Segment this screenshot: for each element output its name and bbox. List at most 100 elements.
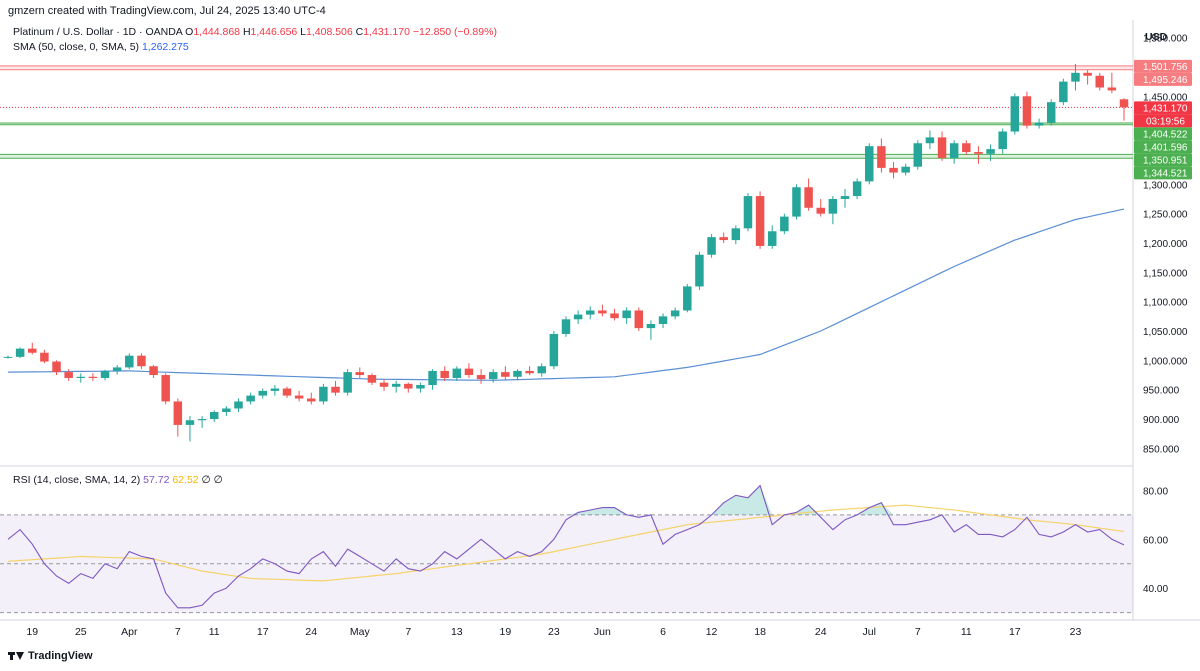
candle-body	[258, 390, 267, 396]
support-zone-upper-fill	[0, 122, 1133, 125]
candle	[355, 367, 365, 378]
candle	[282, 386, 292, 398]
tradingview-footer: TradingView	[8, 650, 93, 662]
candle	[949, 140, 959, 164]
candle-body	[331, 386, 340, 393]
candle	[792, 184, 801, 220]
time-tick-label: Jul	[863, 626, 876, 638]
candle-body	[573, 314, 583, 320]
candle-body	[234, 401, 243, 409]
time-tick-label: 11	[961, 626, 972, 638]
price-marker-bg	[1134, 72, 1192, 86]
time-tick-label: 25	[75, 626, 87, 638]
candle	[731, 225, 741, 245]
candle-body	[525, 370, 534, 374]
candle-body	[913, 143, 923, 167]
candle	[767, 225, 777, 249]
candle-body	[719, 237, 728, 241]
candle	[1034, 118, 1044, 129]
candle-body	[149, 366, 158, 376]
price-tick-label: 1,000.000	[1143, 356, 1188, 367]
price-marker-label: 1,404.522	[1143, 129, 1188, 140]
candle	[683, 284, 692, 313]
candle-body	[428, 370, 437, 386]
candle-body	[537, 366, 546, 374]
candle	[100, 369, 110, 381]
candle	[828, 196, 838, 225]
candle-body	[307, 398, 316, 402]
candle-body	[683, 286, 692, 311]
price-marker-bg	[1134, 59, 1192, 73]
candle-body	[488, 372, 498, 380]
candle	[258, 388, 267, 399]
candle	[15, 347, 25, 359]
candle-body	[367, 375, 377, 383]
candle	[331, 380, 340, 396]
candle-body	[658, 316, 668, 324]
rsi-line	[7, 484, 1125, 609]
candle-body	[100, 370, 110, 378]
time-tick-label: 13	[451, 626, 463, 638]
candle-body	[1095, 75, 1104, 88]
price-tick-label: 850.000	[1143, 444, 1180, 455]
rsi-tick-label: 60.00	[1143, 535, 1168, 546]
candle-body	[852, 181, 862, 197]
countdown-label: 03:19:56	[1146, 116, 1185, 127]
rsi-band	[0, 514, 1133, 613]
candle-body	[161, 375, 170, 402]
price-marker-label: 1,495.246	[1143, 75, 1188, 86]
candle	[28, 342, 37, 355]
candle	[1010, 93, 1020, 135]
candle-body	[804, 187, 813, 208]
candle-body	[962, 143, 971, 153]
candle	[986, 144, 995, 161]
candle-body	[501, 372, 510, 377]
price-tick-label: 1,300.000	[1143, 180, 1188, 191]
candle-body	[1083, 72, 1092, 76]
candle	[416, 382, 425, 393]
candle-body	[391, 383, 401, 387]
candle-body	[88, 376, 98, 378]
candle	[719, 232, 728, 243]
price-marker-label: 1,344.521	[1143, 168, 1188, 179]
candle	[658, 313, 668, 329]
candle-body	[731, 228, 741, 241]
candle	[889, 162, 898, 179]
candle	[367, 373, 377, 386]
candle-body	[28, 348, 37, 353]
candle-body	[1107, 87, 1117, 91]
candle-body	[889, 167, 898, 173]
time-tick-label: 23	[1070, 626, 1082, 638]
candle-body	[282, 388, 292, 396]
candle-body	[379, 382, 389, 387]
candle	[3, 355, 13, 359]
candle	[1046, 99, 1056, 126]
candle-body	[246, 395, 255, 402]
ohlc-h: H1,446.656	[240, 26, 298, 38]
rsi-value: 57.72	[143, 474, 170, 486]
candle	[513, 369, 522, 381]
candle	[319, 383, 328, 405]
candle-body	[1071, 72, 1080, 82]
candle-body	[416, 385, 425, 389]
candle	[707, 234, 716, 258]
attribution-bar: gmzern created with TradingView.com, Jul…	[0, 0, 1200, 20]
candle-body	[125, 355, 134, 368]
candle-body	[222, 408, 231, 413]
candle-body	[755, 196, 765, 246]
sma50-line	[7, 208, 1125, 381]
candle	[925, 130, 935, 150]
price-tick-label: 900.000	[1143, 415, 1180, 426]
candle	[586, 306, 595, 320]
candle-body	[646, 323, 656, 329]
price-tick-label: 950.000	[1143, 386, 1180, 397]
candle	[840, 189, 850, 208]
candle-body	[974, 152, 983, 154]
candle-body	[64, 372, 73, 378]
candle	[464, 363, 474, 378]
time-tick-label: 12	[706, 626, 718, 638]
candle-body	[670, 310, 680, 317]
footer-brand-text: TradingView	[28, 650, 93, 662]
time-tick-label: 19	[26, 626, 38, 638]
